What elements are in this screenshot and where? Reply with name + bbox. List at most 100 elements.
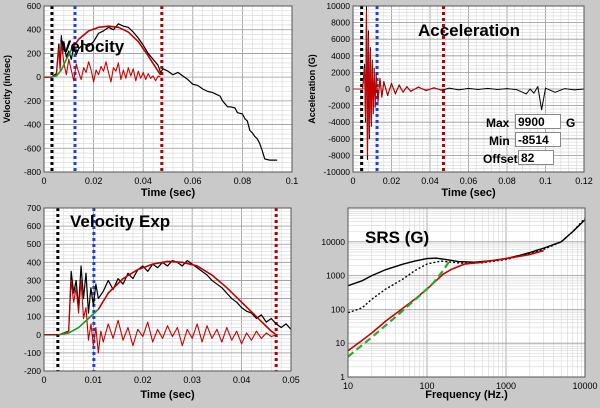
x-tick-label: 0.06 — [184, 176, 202, 186]
stats-box: Max 9900 G Min -8514 Offset 82 — [483, 114, 578, 168]
velocity-chart: 0 0.02 0.04 0.06 0.08 0.1 -800 -600 -400 -200 0 200… — [2, 1, 299, 199]
chart-title: Velocity — [60, 37, 125, 56]
y-tick-label: -6000 — [328, 134, 350, 144]
offset-label: Offset — [483, 152, 518, 166]
x-tick-label: 0.12 — [575, 176, 593, 186]
x-tick-label: 0.02 — [134, 375, 152, 385]
series-line — [70, 25, 162, 76]
x-tick-label: 0.04 — [233, 375, 251, 385]
y-tick-label: -800 — [24, 167, 41, 177]
min-label: Min — [489, 134, 510, 148]
plot-area — [44, 6, 292, 172]
x-tick-label: 0.02 — [85, 176, 103, 186]
y-tick-label: 200 — [27, 294, 41, 304]
chart-title: Acceleration — [418, 21, 520, 40]
x-tick-label: 10 — [343, 381, 353, 391]
x-tick-label: 0.04 — [134, 176, 152, 186]
x-axis-label: Time (sec) — [141, 187, 196, 199]
y-tick-label: -10000 — [324, 167, 351, 177]
series-line — [353, 9, 444, 156]
x-axis-label: Time (sec) — [441, 187, 496, 199]
chart-title: SRS (G) — [365, 228, 429, 247]
y-tick-label: 500 — [27, 239, 41, 249]
series-line — [51, 49, 72, 78]
plot-border — [43, 207, 292, 372]
y-tick-label: 10 — [336, 338, 346, 348]
y-tick-label: 0 — [36, 72, 41, 82]
srs-panel: 10 100 1000 10000 1 10 100 1000 10000 Frequency (… — [303, 203, 600, 403]
x-tick-label: 0.02 — [383, 176, 401, 186]
y-tick-label: 400 — [27, 25, 41, 35]
x-tick-label: 0 — [41, 176, 46, 186]
y-tick-label: 200 — [27, 48, 41, 58]
x-tick-label: 0.1 — [286, 176, 299, 186]
y-tick-label: 4000 — [331, 51, 350, 61]
y-tick-label: 8000 — [331, 18, 350, 28]
series-line — [58, 308, 99, 336]
y-tick-label: -200 — [24, 366, 41, 376]
y-tick-label: 10000 — [321, 237, 345, 247]
y-tick-label: 600 — [27, 1, 41, 11]
series-line — [348, 217, 585, 314]
x-tick-label: 10000 — [572, 381, 597, 391]
y-tick-label: -400 — [24, 120, 41, 130]
x-tick-label: 0.05 — [282, 375, 300, 385]
x-axis-label: Frequency (Hz.) — [425, 389, 508, 401]
y-tick-label: 0 — [345, 84, 350, 94]
y-axis-label: Velocity (in/sec) — [2, 55, 12, 123]
y-tick-label: 400 — [27, 257, 41, 267]
y-tick-label: -200 — [24, 96, 41, 106]
offset-value: 82 — [518, 150, 554, 165]
series-line — [348, 219, 585, 287]
chart-title: Velocity Exp — [70, 212, 170, 231]
series-line — [97, 260, 277, 336]
series-line — [44, 23, 278, 161]
x-tick-label: 0.08 — [234, 176, 252, 186]
x-tick-label: 0 — [350, 176, 355, 186]
y-tick-label: -8000 — [328, 150, 350, 160]
plot-border — [347, 207, 586, 378]
series-line — [348, 260, 450, 358]
series-line — [44, 259, 291, 336]
max-value: 9900 — [515, 114, 561, 129]
velocity-panel: 0 0.02 0.04 0.06 0.08 0.1 -800 -600 -400 -200 0 200… — [0, 0, 300, 200]
y-tick-label: 6000 — [331, 34, 350, 44]
y-tick-label: 1000 — [326, 271, 345, 281]
y-tick-label: -600 — [24, 143, 41, 153]
x-tick-label: 100 — [419, 381, 434, 391]
x-tick-label: 0.08 — [498, 176, 516, 186]
y-tick-label: 0 — [36, 330, 41, 340]
y-tick-label: 2000 — [331, 67, 350, 77]
plot-border — [352, 5, 585, 173]
y-tick-label: 600 — [27, 221, 41, 231]
x-tick-label: 0.03 — [183, 375, 201, 385]
y-tick-label: 100 — [27, 312, 41, 322]
x-tick-label: 0.1 — [539, 176, 552, 186]
y-tick-label: 300 — [27, 275, 41, 285]
y-tick-label: -2000 — [328, 101, 350, 111]
acceleration-panel: 0 0.02 0.04 0.06 0.08 0.1 0.12 -10000 -8000 -6000… — [303, 0, 600, 200]
y-axis-label: Acceleration (G) — [307, 54, 317, 124]
y-tick-label: -4000 — [328, 117, 350, 127]
plot-area — [44, 208, 291, 371]
max-unit: G — [566, 116, 576, 130]
grid — [43, 5, 293, 173]
plot-area — [348, 208, 585, 377]
series-line — [44, 279, 277, 354]
plot-border — [43, 5, 293, 173]
y-tick-label: -100 — [24, 348, 41, 358]
x-tick-label: 1000 — [496, 381, 516, 391]
y-tick-label: 10000 — [326, 1, 350, 11]
x-tick-label: 0.04 — [421, 176, 439, 186]
acceleration-chart: 0 0.02 0.04 0.06 0.08 0.1 0.12 -10000 -8000 -6000… — [307, 1, 593, 199]
y-tick-label: 700 — [27, 203, 41, 213]
x-tick-label: 0 — [41, 375, 46, 385]
x-axis-label: Time (sec) — [140, 389, 195, 401]
max-label: Max — [486, 116, 510, 130]
series-line — [44, 41, 161, 83]
min-value: -8514 — [515, 132, 561, 147]
x-tick-label: 0.06 — [460, 176, 478, 186]
velocity-exp-panel: 0 0.01 0.02 0.03 0.04 0.05 -200 -100 0 100 200 300 4… — [0, 203, 300, 403]
